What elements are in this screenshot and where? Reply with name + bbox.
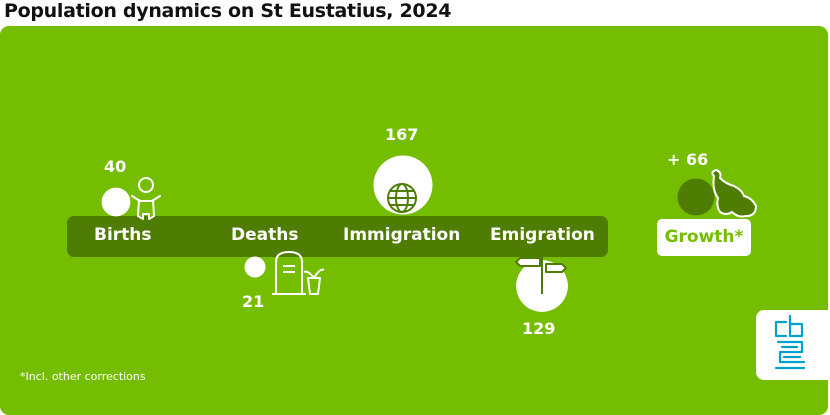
bubble-growth [677, 178, 715, 216]
cbs-logo-icon [774, 314, 806, 370]
label-births: Births [94, 225, 152, 245]
label-deaths: Deaths [231, 225, 299, 245]
growth-box: Growth* [657, 219, 751, 256]
label-emigration: Emigration [490, 225, 595, 245]
value-deaths: 21 [242, 292, 265, 311]
globe-icon [387, 183, 417, 213]
gravestone-icon [272, 251, 325, 295]
bubble-deaths [244, 256, 266, 278]
cbs-logo [756, 310, 828, 380]
value-births: 40 [104, 157, 127, 176]
signpost-icon [515, 254, 567, 294]
value-emigration: 129 [522, 319, 556, 338]
footnote: *Incl. other corrections [20, 370, 146, 383]
value-immigration: 167 [385, 125, 419, 144]
bubble-births [101, 187, 131, 217]
baby-icon [131, 177, 161, 220]
category-band [67, 216, 608, 257]
bubble-layer [101, 155, 757, 312]
label-growth: Growth* [664, 227, 744, 247]
page-title: Population dynamics on St Eustatius, 202… [4, 0, 452, 22]
label-immigration: Immigration [343, 225, 461, 245]
chart-panel: Births Deaths Immigration Emigration 40 … [0, 26, 828, 415]
island-icon [711, 169, 757, 218]
value-growth: + 66 [667, 150, 709, 169]
